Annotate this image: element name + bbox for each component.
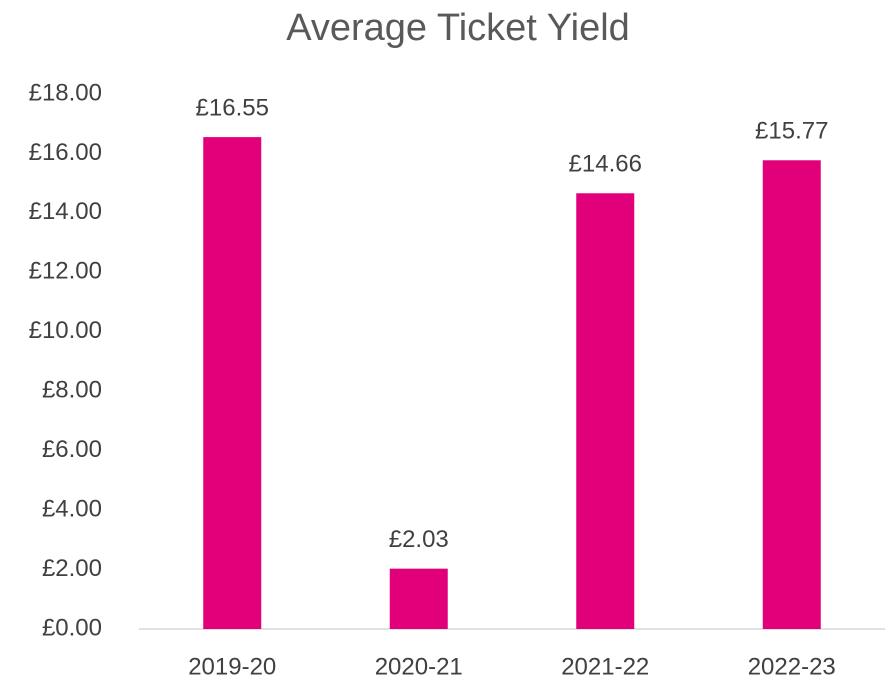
y-tick-label: £10.00 [29,317,102,344]
y-tick-label: £18.00 [29,79,102,106]
value-label: £16.55 [196,94,269,121]
x-tick-label: 2020-21 [375,653,463,680]
value-label: £15.77 [755,118,828,145]
y-tick-label: £12.00 [29,258,102,285]
bar [762,160,821,629]
x-tick-label: 2019-20 [188,653,276,680]
y-tick-label: £8.00 [42,377,102,404]
chart-title: Average Ticket Yield [286,7,630,49]
y-tick-label: £4.00 [42,495,102,522]
value-label: £2.03 [389,526,449,553]
y-tick-label: £16.00 [29,139,102,166]
value-label: £14.66 [569,151,642,178]
bar [389,568,448,629]
y-tick-label: £2.00 [42,555,102,582]
bar [203,137,262,629]
y-tick-label: £14.00 [29,198,102,225]
bar [576,193,635,629]
y-tick-label: £0.00 [42,614,102,641]
y-tick-label: £6.00 [42,436,102,463]
x-tick-label: 2021-22 [561,653,649,680]
x-tick-label: 2022-23 [748,653,836,680]
